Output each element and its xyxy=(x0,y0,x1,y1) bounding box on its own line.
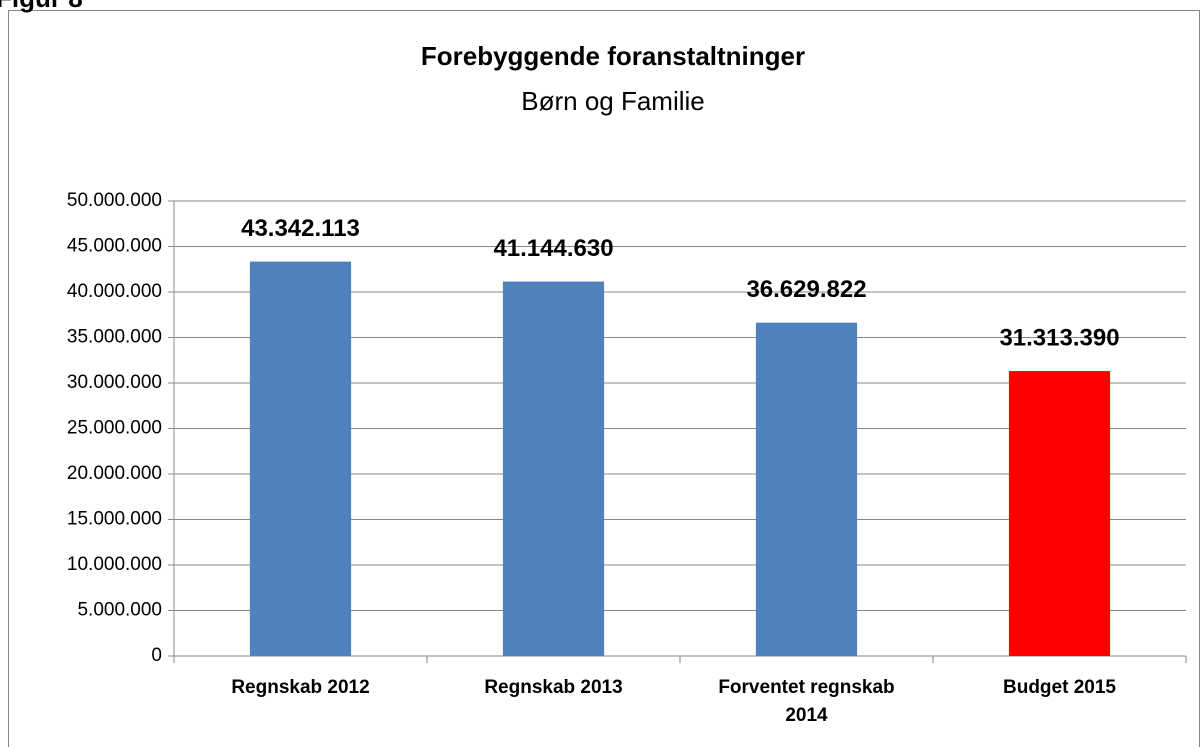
y-tick-label: 25.000.000 xyxy=(67,418,162,439)
x-tick-label: Regnskab 2013 xyxy=(484,677,623,698)
chart-subtitle: Børn og Familie xyxy=(521,86,705,116)
data-label: 41.144.630 xyxy=(493,235,613,262)
y-tick-label: 35.000.000 xyxy=(67,327,162,348)
x-tick-label: Budget 2015 xyxy=(1003,677,1116,698)
figure-label: Figur 8 xyxy=(0,0,83,13)
y-tick-label: 40.000.000 xyxy=(67,281,162,302)
y-tick-label: 45.000.000 xyxy=(67,236,162,257)
bar xyxy=(1008,371,1111,656)
y-tick-label: 30.000.000 xyxy=(67,372,162,393)
chart-title: Forebyggende foranstaltninger xyxy=(421,41,805,71)
y-tick-label: 10.000.000 xyxy=(67,554,162,575)
bar xyxy=(249,261,352,656)
y-tick-label: 15.000.000 xyxy=(67,509,162,530)
data-label: 31.313.390 xyxy=(999,324,1119,351)
y-tick-label: 20.000.000 xyxy=(67,463,162,484)
y-tick-label: 5.000.000 xyxy=(77,600,162,621)
y-tick-label: 50.000.000 xyxy=(67,190,162,211)
data-label: 43.342.113 xyxy=(241,215,360,242)
x-tick-label: Forventet regnskab 2014 xyxy=(718,677,895,726)
bar xyxy=(755,322,858,656)
data-label: 36.629.822 xyxy=(746,276,866,303)
x-tick-label: Regnskab 2012 xyxy=(231,677,370,698)
bar xyxy=(502,281,605,656)
y-tick-label: 0 xyxy=(151,645,162,666)
